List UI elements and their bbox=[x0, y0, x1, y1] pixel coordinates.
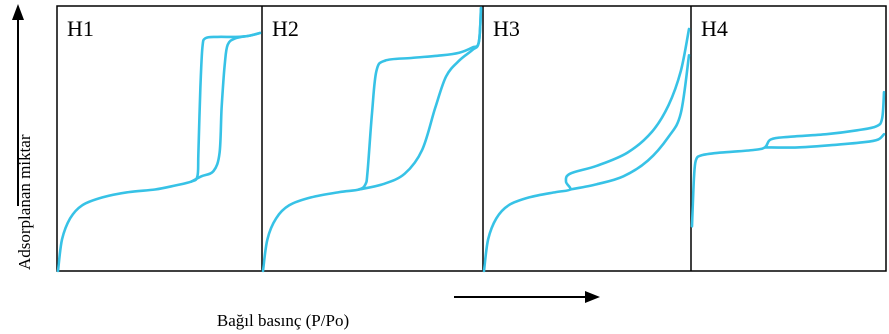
isotherm-h3-branch-2 bbox=[568, 54, 691, 191]
x-axis-label: Bağıl basınç (P/Po) bbox=[217, 311, 349, 330]
plot-frame bbox=[56, 5, 887, 272]
panel-label-h1: H1 bbox=[67, 16, 94, 41]
plot-border bbox=[56, 5, 887, 272]
panel-label-h2: H2 bbox=[272, 16, 299, 41]
isotherm-h4-branch-1 bbox=[690, 90, 886, 228]
x-axis-arrow-head bbox=[585, 291, 600, 303]
hysteresis-curves bbox=[56, 6, 886, 273]
panel-label-h4: H4 bbox=[701, 16, 728, 41]
panel-labels: H1 H2 H3 H4 bbox=[67, 16, 728, 41]
isotherm-h2-branch-2 bbox=[357, 6, 483, 191]
isotherm-h4-branch-2 bbox=[763, 132, 886, 149]
panel-label-h3: H3 bbox=[493, 16, 520, 41]
isotherm-h1-branch-2 bbox=[190, 31, 262, 183]
isotherm-h1-branch-1 bbox=[56, 31, 262, 273]
y-axis-label: Adsorplanan miktar bbox=[15, 134, 34, 270]
isotherm-h2-branch-1 bbox=[261, 6, 483, 273]
y-axis-arrow-head bbox=[12, 4, 24, 20]
isotherm-h3-branch-1 bbox=[482, 27, 691, 273]
